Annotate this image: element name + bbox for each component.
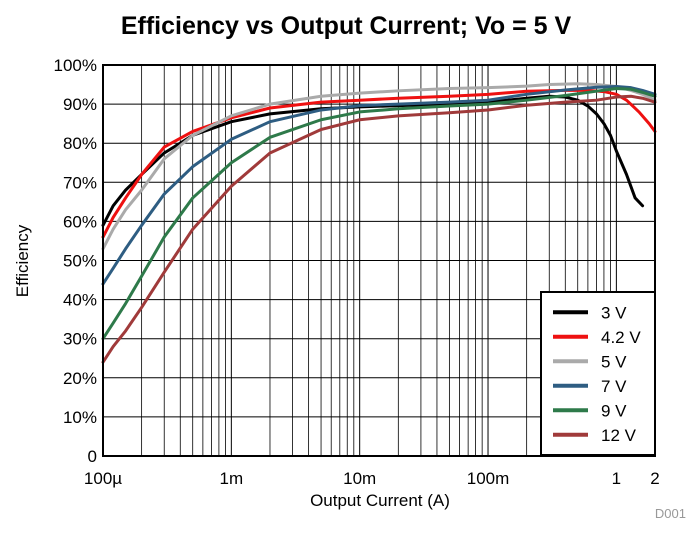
y-tick-label: 10% <box>63 408 97 427</box>
y-tick-label: 90% <box>63 95 97 114</box>
y-tick-label: 20% <box>63 369 97 388</box>
series-layer <box>101 82 657 364</box>
x-tick-label: 10m <box>343 469 376 488</box>
series-line-7-v <box>101 85 657 286</box>
legend-box <box>540 291 656 456</box>
legend-label: 4.2 V <box>601 328 641 347</box>
y-axis-label: Efficiency <box>13 224 32 297</box>
y-tick-label: 60% <box>63 212 97 231</box>
legend-label: 3 V <box>601 303 627 322</box>
y-tick-label: 70% <box>63 173 97 192</box>
y-tick-label: 100% <box>54 56 97 75</box>
y-tick-label: 80% <box>63 134 97 153</box>
tick-labels: 0 10% 20% 30% 40% 50% 60% 70% 80% 90% 100% 100µ 1m 10… <box>54 56 660 488</box>
legend-label: 5 V <box>601 352 627 371</box>
y-tick-label: 40% <box>63 291 97 310</box>
legend-label: 9 V <box>601 401 627 420</box>
plot-frame <box>102 64 656 457</box>
series-line-12-v <box>101 94 657 364</box>
x-axis-label: Output Current (A) <box>310 491 450 510</box>
y-tick-label: 0 <box>88 447 97 466</box>
legend: 3 V 4.2 V 5 V 7 V 9 V 12 V <box>540 291 656 456</box>
series-line-3-v <box>101 94 645 227</box>
legend-label: 7 V <box>601 377 627 396</box>
x-tick-label: 1 <box>612 469 621 488</box>
x-tick-label: 2 <box>650 469 659 488</box>
y-tick-label: 30% <box>63 330 97 349</box>
x-tick-label: 100µ <box>84 469 122 488</box>
chart-title: Efficiency vs Output Current; Vo = 5 V <box>121 12 572 40</box>
figure-tag: D001 <box>655 506 686 521</box>
x-tick-label: 100m <box>467 469 510 488</box>
y-tick-label: 50% <box>63 252 97 271</box>
x-tick-label: 1m <box>220 469 244 488</box>
series-line-9-v <box>101 86 657 341</box>
legend-label: 12 V <box>601 426 637 445</box>
